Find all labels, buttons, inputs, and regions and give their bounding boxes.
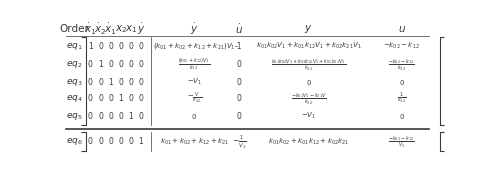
Text: 0: 0 <box>128 138 133 147</box>
Text: 0: 0 <box>108 138 113 147</box>
Text: 0: 0 <box>236 94 241 103</box>
Text: 0: 0 <box>98 138 103 147</box>
Text: 0: 0 <box>98 112 103 121</box>
Text: 1: 1 <box>98 60 103 69</box>
Text: 0: 0 <box>98 42 103 51</box>
Text: 0: 0 <box>108 42 113 51</box>
Text: $eq_3$: $eq_3$ <box>66 76 82 88</box>
Text: 0: 0 <box>88 94 93 103</box>
Text: 0: 0 <box>236 112 241 121</box>
Text: $\dot{y}$: $\dot{y}$ <box>190 22 198 37</box>
Text: $0$: $0$ <box>191 112 197 121</box>
Text: $0$: $0$ <box>398 78 404 86</box>
Text: $\dot{x}_1$: $\dot{x}_1$ <box>104 22 117 37</box>
Text: 0: 0 <box>88 78 93 86</box>
Text: 0: 0 <box>118 42 123 51</box>
Text: $x_2$: $x_2$ <box>114 24 126 35</box>
Text: 1: 1 <box>88 42 93 51</box>
Text: $\dot{x}_1$: $\dot{x}_1$ <box>84 22 96 37</box>
Text: 0: 0 <box>138 112 143 121</box>
Text: 1: 1 <box>138 138 143 147</box>
Text: $\frac{-k_{02}-k_{12}}{k_{12}}$: $\frac{-k_{02}-k_{12}}{k_{12}}$ <box>388 57 415 73</box>
Text: $eq_2$: $eq_2$ <box>66 59 82 70</box>
Text: -1: -1 <box>235 42 242 51</box>
Text: $\dot{y}$: $\dot{y}$ <box>136 22 145 37</box>
Text: 0: 0 <box>88 138 93 147</box>
Text: 0: 0 <box>118 60 123 69</box>
Text: $0$: $0$ <box>306 78 312 86</box>
Text: 1: 1 <box>108 78 113 86</box>
Text: $\frac{1}{k_{12}}$: $\frac{1}{k_{12}}$ <box>397 91 406 106</box>
Text: 0: 0 <box>138 60 143 69</box>
Text: $x_1$: $x_1$ <box>124 24 137 35</box>
Text: 0: 0 <box>98 94 103 103</box>
Text: 0: 0 <box>108 94 113 103</box>
Text: 0: 0 <box>138 94 143 103</box>
Text: $0$: $0$ <box>398 112 404 121</box>
Text: 0: 0 <box>108 60 113 69</box>
Text: $-k_{02}-k_{12}$: $-k_{02}-k_{12}$ <box>383 41 420 51</box>
Text: 0: 0 <box>236 60 241 69</box>
Text: $eq_5$: $eq_5$ <box>66 111 82 121</box>
Text: $y$: $y$ <box>304 23 313 35</box>
Text: 1: 1 <box>118 94 123 103</box>
Text: 0: 0 <box>108 112 113 121</box>
Text: 0: 0 <box>118 78 123 86</box>
Text: 0: 0 <box>138 42 143 51</box>
Text: $\dot{x}_2$: $\dot{x}_2$ <box>94 22 106 37</box>
Text: $-\frac{1}{V_1}$: $-\frac{1}{V_1}$ <box>232 133 246 151</box>
Text: $-\frac{V}{k_{12}}$: $-\frac{V}{k_{12}}$ <box>186 91 202 106</box>
Text: 0: 0 <box>88 60 93 69</box>
Text: 0: 0 <box>98 78 103 86</box>
Text: $\frac{-k_{01}V_1-k_{21}V}{k_{12}}$: $\frac{-k_{01}V_1-k_{21}V}{k_{12}}$ <box>290 91 326 107</box>
Text: $\dot{u}$: $\dot{u}$ <box>235 23 243 36</box>
Text: $eq_6$: $eq_6$ <box>66 136 82 147</box>
Text: $eq_4$: $eq_4$ <box>66 93 82 104</box>
Text: Order: Order <box>59 24 89 34</box>
Text: $k_{01}k_{02}+k_{01}k_{12}+k_{02}k_{21}$: $k_{01}k_{02}+k_{01}k_{12}+k_{02}k_{21}$ <box>268 137 349 147</box>
Text: $\frac{-k_{02}-k_{12}}{V_1}$: $\frac{-k_{02}-k_{12}}{V_1}$ <box>388 134 415 150</box>
Text: 0: 0 <box>128 42 133 51</box>
Text: 0: 0 <box>128 60 133 69</box>
Text: $(k_{01}+k_{02}+k_{12}+k_{21})V_1$: $(k_{01}+k_{02}+k_{12}+k_{21})V_1$ <box>153 41 236 51</box>
Text: $\frac{k_{01}k_{02}V_1+k_{01}k_{12}V_1+k_{02}k_{21}V_1}{k_{12}}$: $\frac{k_{01}k_{02}V_1+k_{01}k_{12}V_1+k… <box>271 57 346 73</box>
Text: $k_{01}k_{02}V_1+k_{01}k_{12}V_1+k_{02}k_{21}V_1$: $k_{01}k_{02}V_1+k_{01}k_{12}V_1+k_{02}k… <box>256 41 362 51</box>
Text: 0: 0 <box>138 78 143 86</box>
Text: 0: 0 <box>88 112 93 121</box>
Text: $k_{01}+k_{02}+k_{12}+k_{21}$: $k_{01}+k_{02}+k_{12}+k_{21}$ <box>160 137 229 147</box>
Text: 0: 0 <box>128 94 133 103</box>
Text: $eq_1$: $eq_1$ <box>66 41 82 52</box>
Text: 1: 1 <box>128 112 133 121</box>
Text: 0: 0 <box>118 138 123 147</box>
Text: 0: 0 <box>128 78 133 86</box>
Text: $\frac{(k_{02}+k_{12})V_1}{k_{12}}$: $\frac{(k_{02}+k_{12})V_1}{k_{12}}$ <box>178 57 210 73</box>
Text: 0: 0 <box>236 78 241 86</box>
Text: $-V_1$: $-V_1$ <box>301 111 316 121</box>
Text: 0: 0 <box>118 112 123 121</box>
Text: $u$: $u$ <box>398 24 406 34</box>
Text: $-V_1$: $-V_1$ <box>186 77 202 87</box>
